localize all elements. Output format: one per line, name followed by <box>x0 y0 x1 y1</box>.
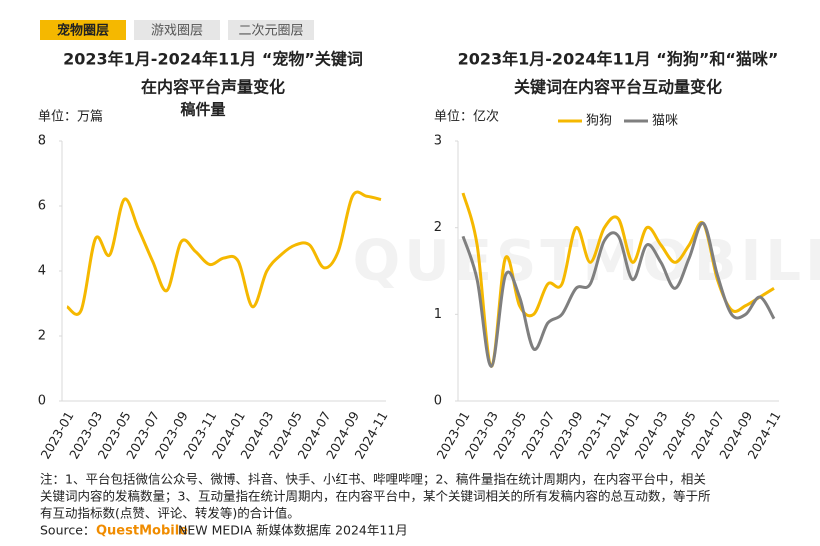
chart-title: 2023年1月-2024年11月 “狗狗”和“猫咪” <box>458 50 779 69</box>
tab-label[interactable]: 二次元圈层 <box>238 23 303 39</box>
tab-label[interactable]: 游戏圈层 <box>151 24 203 39</box>
note: 注：1、平台包括微信公众号、微博、抖音、快手、小红书、哔哩哔哩；2、稿件量指在统… <box>40 472 706 487</box>
unit-label: 单位：万篇 <box>38 110 103 125</box>
y-tick-label: 3 <box>434 134 442 149</box>
tab[interactable] <box>228 20 314 40</box>
source-text: NEW MEDIA 新媒体数据库 2024年11月 <box>178 523 408 538</box>
chart-title: 关键词在内容平台互动量变化 <box>514 78 722 97</box>
y-tick-label: 8 <box>38 134 46 149</box>
chart-title: 2023年1月-2024年11月 “宠物”关键词 <box>63 50 363 69</box>
chart-subtitle: 稿件量 <box>180 101 225 119</box>
unit-label: 单位：亿次 <box>434 109 499 125</box>
y-tick-label: 0 <box>38 394 46 409</box>
tab-label[interactable]: 宠物圈层 <box>57 23 109 39</box>
y-tick-label: 2 <box>38 329 46 344</box>
line <box>66 190 382 316</box>
note: 有互动指标数(点赞、评论、转发等)的合计值。 <box>40 506 300 521</box>
tab[interactable] <box>134 20 220 40</box>
y-tick-label: 4 <box>38 264 46 279</box>
source-brand: QuestMobile <box>96 524 188 539</box>
tab[interactable] <box>40 20 126 40</box>
note: 关键词内容的发稿数量；3、互动量指在统计周期内，在内容平台中，某个关键词相关的所… <box>40 489 710 504</box>
watermark: QUESTMOBILE <box>353 229 820 294</box>
source-label: Source： <box>40 523 95 538</box>
line <box>461 221 776 368</box>
y-tick-label: 6 <box>38 199 46 214</box>
y-tick-label: 0 <box>434 394 442 409</box>
legend-label: 狗狗 <box>586 114 612 129</box>
y-tick-label: 2 <box>434 220 442 235</box>
chart-title: 在内容平台声量变化 <box>141 78 285 97</box>
y-tick-label: 1 <box>434 307 442 322</box>
legend-label: 猫咪 <box>652 114 678 129</box>
